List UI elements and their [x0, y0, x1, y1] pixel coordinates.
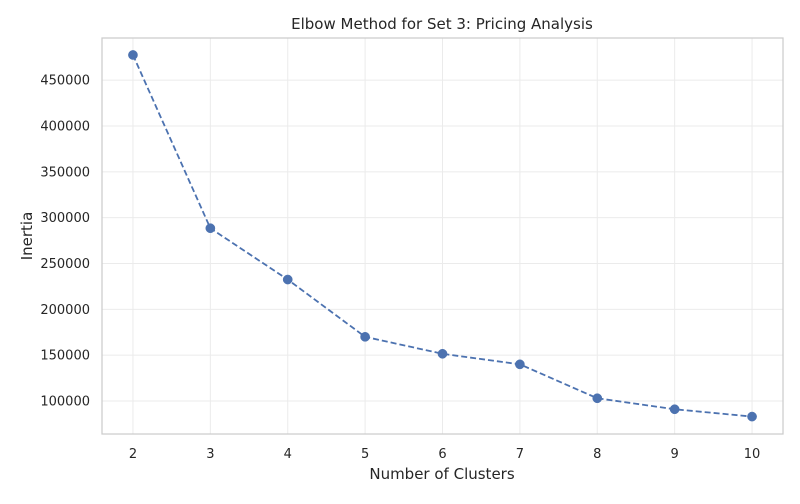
y-tick-label: 150000	[40, 349, 90, 364]
y-tick-label: 250000	[40, 257, 90, 272]
x-tick-label: 9	[671, 447, 679, 462]
plot-frame	[101, 37, 784, 435]
x-tick-label: 4	[284, 447, 292, 462]
x-tick-labels: 2 3 4 5 6 7 8 9 10	[129, 447, 761, 462]
x-tick-label: 10	[744, 447, 761, 462]
data-point	[437, 348, 448, 359]
data-point	[515, 359, 525, 370]
data-point	[282, 274, 293, 285]
x-tick-label: 2	[129, 447, 137, 462]
x-axis-label: Number of Clusters	[369, 465, 514, 483]
y-tick-label: 450000	[40, 74, 90, 89]
y-tick-label: 100000	[40, 395, 90, 410]
x-tick-label: 7	[516, 447, 524, 462]
data-point	[669, 404, 680, 415]
y-tick-label: 350000	[40, 165, 90, 180]
data-point	[747, 411, 757, 422]
y-tick-label: 300000	[40, 211, 90, 226]
data-point	[128, 50, 138, 60]
data-point	[360, 331, 370, 342]
x-tick-label: 3	[206, 447, 214, 462]
x-tick-label: 8	[593, 447, 601, 462]
series-markers	[128, 50, 757, 422]
chart-title: Elbow Method for Set 3: Pricing Analysis	[291, 15, 593, 33]
y-tick-label: 200000	[40, 303, 90, 318]
y-tick-labels: 100000 150000 200000 250000 300000 350000 4000…	[40, 74, 90, 410]
x-tick-label: 5	[361, 447, 369, 462]
data-point	[205, 223, 216, 234]
y-axis-label: Inertia	[18, 212, 36, 261]
series-line	[132, 54, 753, 418]
x-tick-label: 6	[438, 447, 446, 462]
y-tick-label: 400000	[40, 120, 90, 135]
data-point	[592, 393, 603, 404]
